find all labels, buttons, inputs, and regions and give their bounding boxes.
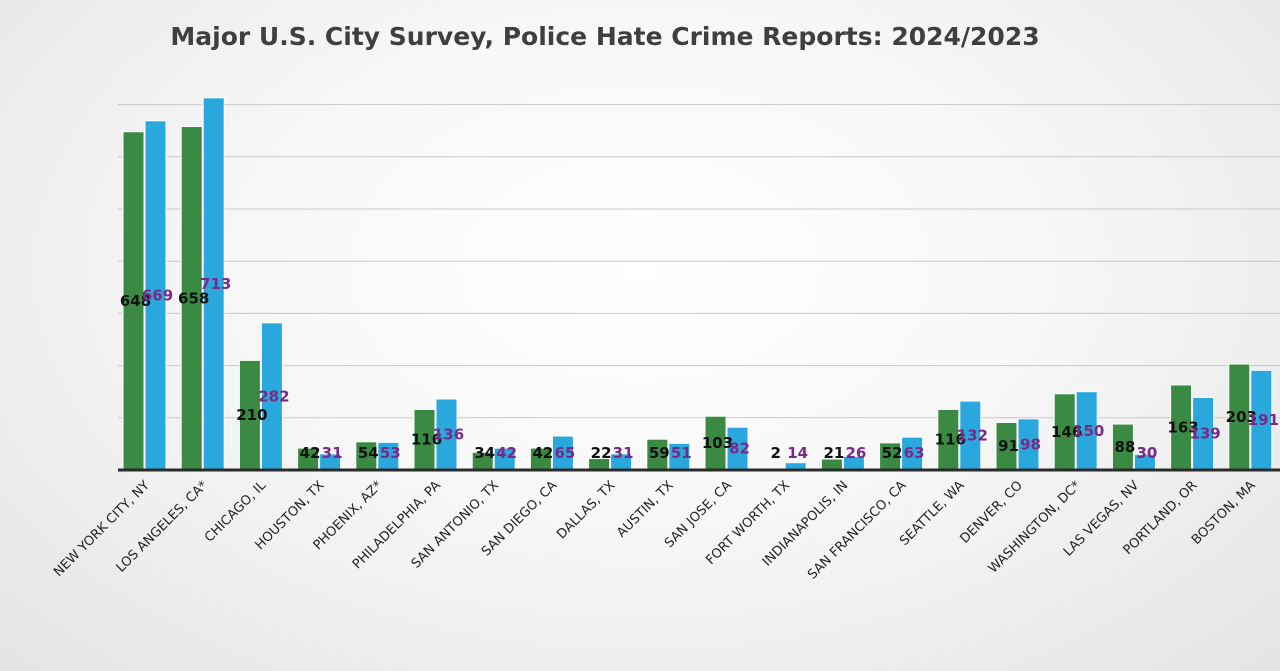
value-label-2023: 669 [142,286,173,304]
value-label-2024: 116 [935,431,966,449]
value-label-2023: 51 [671,444,692,462]
value-label-2023: 82 [729,440,750,458]
value-label-2023: 136 [433,426,464,444]
value-label-2023: 31 [613,444,634,462]
value-label-2024: 42 [300,444,321,462]
value-label-2024: 648 [120,292,151,310]
value-label-2024: 658 [178,289,209,307]
value-label-2024: 59 [649,444,670,462]
value-label-2023: 65 [554,444,575,462]
gridlines [118,104,1280,419]
value-label-2023: 42 [496,444,517,462]
value-label-2023: 53 [380,444,401,462]
value-label-2024: 52 [882,444,903,462]
value-label-2024: 22 [591,444,612,462]
value-label-2023: 282 [258,387,289,405]
value-label-2024: 54 [358,444,379,462]
x-tick-label: NEW YORK CITY, NY [51,478,153,580]
value-label-2024: 42 [532,444,553,462]
value-label-2024: 116 [411,431,442,449]
value-label-2024: 34 [474,444,495,462]
x-tick-label: DALLAS, TX [554,478,618,542]
value-label-2024: 21 [823,444,844,462]
value-label-2024: 163 [1167,418,1198,436]
value-label-2023: 31 [322,444,343,462]
value-label-2023: 98 [1020,435,1041,453]
value-label-2023: 30 [1136,444,1157,462]
value-label-2023: 132 [957,427,988,445]
value-label-2024: 203 [1226,408,1257,426]
value-label-2024: 91 [998,437,1019,455]
value-label-2023: 191 [1248,411,1279,429]
value-label-2024: 2 [770,444,780,462]
value-label-2023: 63 [904,444,925,462]
x-tick-label: SAN FRANCISCO, CA [805,478,909,582]
bars [122,97,1273,471]
value-label-2023: 150 [1073,422,1104,440]
x-tick-label: AUSTIN, TX [614,478,676,540]
value-label-2023: 713 [200,275,231,293]
chart-title: Major U.S. City Survey, Police Hate Crim… [170,22,1039,51]
value-label-2023: 26 [845,444,866,462]
value-label-2024: 146 [1051,423,1082,441]
value-label-2024: 88 [1114,438,1135,456]
value-label-2023: 14 [787,444,808,462]
value-label-2024: 210 [236,406,267,424]
value-label-2024: 103 [702,434,733,452]
value-label-2023: 139 [1189,425,1220,443]
